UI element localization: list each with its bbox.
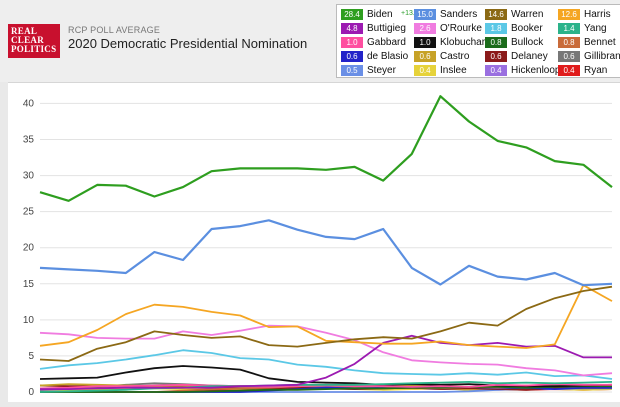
plot-area: 0 5 10 15 20 25 30 35 40 xyxy=(8,82,620,402)
chart-subtitle: RCP POLL AVERAGE xyxy=(68,25,161,35)
legend-value-badge: 0.4 xyxy=(414,65,436,76)
chart-header: REAL CLEAR POLITICS RCP POLL AVERAGE 202… xyxy=(0,0,620,82)
series-line-buttigieg[interactable] xyxy=(40,334,612,390)
legend-label: de Blasio xyxy=(367,51,409,62)
legend-value-badge: 0.8 xyxy=(558,37,580,48)
legend-value-badge: 1.4 xyxy=(558,23,580,34)
legend-value-badge: 0.8 xyxy=(485,37,507,48)
series-line-sanders[interactable] xyxy=(39,219,613,287)
legend-label: Inslee xyxy=(440,65,467,76)
logo-line-1: REAL xyxy=(11,26,38,36)
y-tick-label: 40 xyxy=(23,98,35,109)
y-tick-label: 0 xyxy=(28,387,34,398)
y-tick-label: 20 xyxy=(23,243,35,254)
y-tick-label: 10 xyxy=(23,315,35,326)
logo-line-2: CLEAR xyxy=(11,35,45,45)
legend-label: Bullock xyxy=(511,37,544,48)
chart-title: 2020 Democratic Presidential Nomination xyxy=(68,36,308,51)
legend-value-badge: 12.6 xyxy=(558,9,580,20)
legend-value-badge: 0.4 xyxy=(485,65,507,76)
legend-value-badge: 0.6 xyxy=(485,51,507,62)
series-line-warren[interactable] xyxy=(39,285,613,362)
legend-label: Steyer xyxy=(367,65,396,76)
legend-label: Biden xyxy=(367,9,393,20)
legend-value-badge: 0.4 xyxy=(558,65,580,76)
y-tick-label: 25 xyxy=(23,207,35,218)
legend-value-badge: 28.4 xyxy=(341,9,363,20)
legend-value-badge: 1.8 xyxy=(485,23,507,34)
legend-label: Ryan xyxy=(584,65,608,76)
legend-value-badge: 0.6 xyxy=(341,51,363,62)
series-line-bullock[interactable] xyxy=(40,385,612,393)
legend-value-badge: 0.5 xyxy=(341,65,363,76)
legend-label: O'Rourke xyxy=(440,23,482,34)
legend-label: Buttigieg xyxy=(367,23,406,34)
legend-spread: +13.4 xyxy=(401,10,419,17)
logo-line-3: POLITICS xyxy=(11,44,57,54)
legend-value-badge: 1.0 xyxy=(341,37,363,48)
legend-value-badge: 14.6 xyxy=(485,9,507,20)
legend-value-badge: 0.6 xyxy=(414,51,436,62)
series-line-harris[interactable] xyxy=(39,284,613,349)
legend-label: Harris xyxy=(584,9,611,20)
legend-label: Delaney xyxy=(511,51,548,62)
legend-label: Yang xyxy=(584,23,607,34)
legend-value-badge: 15.0 xyxy=(414,9,436,20)
legend-value-badge: 4.8 xyxy=(341,23,363,34)
legend-value-badge: 1.0 xyxy=(414,37,436,48)
legend-label: Hickenlooper xyxy=(511,65,570,76)
legend-label: Gillibrand xyxy=(584,51,620,62)
series-line-biden[interactable] xyxy=(39,95,613,202)
legend-label: Castro xyxy=(440,51,470,62)
series-line-yang[interactable] xyxy=(39,381,613,393)
legend-label: Gabbard xyxy=(367,37,406,48)
legend-label: Bennet xyxy=(584,37,616,48)
y-tick-label: 35 xyxy=(23,135,35,146)
legend-value-badge: 2.6 xyxy=(414,23,436,34)
legend-label: Klobuchar xyxy=(440,37,486,48)
legend-value-badge: 0.6 xyxy=(558,51,580,62)
legend-label: Warren xyxy=(511,9,544,20)
line-chart: 0 5 10 15 20 25 30 35 40 xyxy=(23,95,613,398)
chart-legend: 28.4 Biden +13.4 15.0 Sanders 14.6 Warren 12.6 H… xyxy=(336,4,620,78)
series-line-orourke[interactable] xyxy=(39,324,613,377)
legend-label: Booker xyxy=(511,23,543,34)
y-tick-label: 30 xyxy=(23,171,35,182)
rcp-logo[interactable]: REAL CLEAR POLITICS xyxy=(8,24,60,58)
legend-label: Sanders xyxy=(440,9,478,20)
y-tick-label: 15 xyxy=(23,279,35,290)
y-tick-label: 5 xyxy=(28,351,34,362)
series-line-booker[interactable] xyxy=(39,349,613,380)
